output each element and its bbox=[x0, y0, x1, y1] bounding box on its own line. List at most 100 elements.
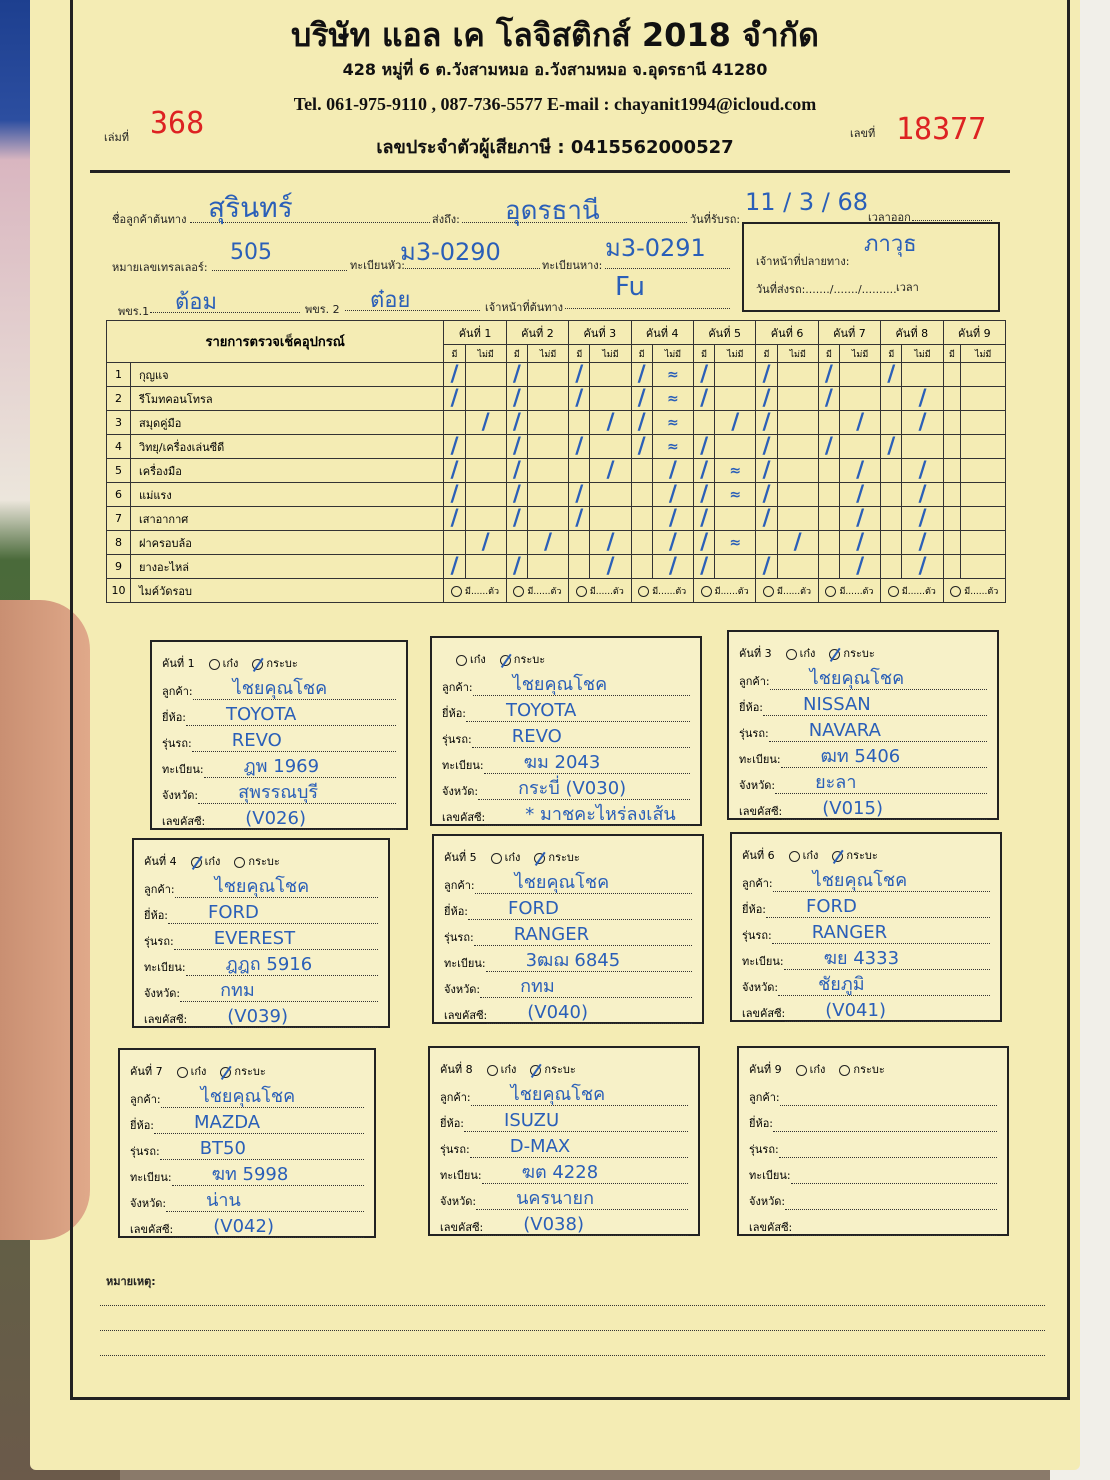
check-cell[interactable]: / bbox=[839, 554, 882, 579]
check-cell[interactable]: / bbox=[901, 410, 944, 435]
model-value[interactable] bbox=[778, 1136, 997, 1158]
pickup-option[interactable]: กระบะ bbox=[499, 650, 545, 668]
sedan-option[interactable]: เก๋ง bbox=[785, 644, 815, 662]
radio-icon[interactable] bbox=[208, 658, 220, 670]
pickup-option[interactable]: กระบะ bbox=[534, 848, 580, 866]
check-cell[interactable]: / bbox=[505, 482, 529, 507]
check-cell[interactable]: ≈ bbox=[651, 386, 694, 411]
check-cell[interactable]: / bbox=[817, 434, 841, 459]
sedan-option[interactable]: เก๋ง bbox=[490, 848, 520, 866]
sedan-option[interactable]: เก๋ง bbox=[456, 650, 486, 668]
check-cell[interactable]: / bbox=[755, 434, 778, 459]
check-cell[interactable]: / bbox=[568, 362, 591, 387]
check-cell[interactable] bbox=[942, 530, 962, 555]
check-cell[interactable] bbox=[568, 458, 591, 483]
check-cell[interactable] bbox=[527, 434, 570, 459]
radio-icon[interactable] bbox=[832, 850, 844, 862]
check-cell[interactable]: / bbox=[692, 506, 716, 531]
model-value[interactable]: D-MAX bbox=[469, 1136, 688, 1158]
check-cell[interactable] bbox=[630, 482, 653, 507]
customer-value[interactable]: ไชยคุณโชค bbox=[474, 872, 692, 894]
customer-value[interactable]: ไชยคุณโชค bbox=[769, 668, 987, 690]
check-cell[interactable] bbox=[714, 554, 757, 579]
brand-value[interactable]: TOYOTA bbox=[466, 700, 690, 722]
check-cell[interactable]: / bbox=[817, 386, 841, 411]
check-cell[interactable] bbox=[527, 458, 570, 483]
brand-value[interactable]: FORD bbox=[168, 902, 378, 924]
radio-icon[interactable] bbox=[839, 1064, 851, 1076]
check-cell[interactable] bbox=[880, 506, 903, 531]
radio-icon[interactable] bbox=[499, 654, 511, 666]
radio-icon[interactable] bbox=[190, 856, 202, 868]
check-cell[interactable] bbox=[776, 554, 819, 579]
check-cell[interactable]: / bbox=[589, 530, 632, 555]
count-field[interactable]: มี......ตัว bbox=[692, 578, 757, 603]
pickup-option[interactable]: กระบะ bbox=[234, 852, 280, 870]
pickup-option[interactable]: กระบะ bbox=[530, 1060, 576, 1078]
check-cell[interactable]: / bbox=[755, 506, 778, 531]
check-cell[interactable] bbox=[817, 482, 841, 507]
pickup-option[interactable]: กระบะ bbox=[829, 644, 875, 662]
check-cell[interactable]: / bbox=[651, 458, 694, 483]
radio-icon[interactable] bbox=[638, 585, 650, 597]
radio-icon[interactable] bbox=[530, 1064, 542, 1076]
check-cell[interactable] bbox=[776, 410, 819, 435]
radio-icon[interactable] bbox=[220, 1066, 232, 1078]
check-cell[interactable]: / bbox=[443, 506, 466, 531]
check-cell[interactable]: / bbox=[755, 554, 778, 579]
check-cell[interactable] bbox=[960, 482, 1006, 507]
check-cell[interactable] bbox=[464, 458, 507, 483]
check-cell[interactable]: / bbox=[755, 362, 778, 387]
check-cell[interactable] bbox=[527, 386, 570, 411]
check-cell[interactable] bbox=[960, 386, 1006, 411]
check-cell[interactable] bbox=[755, 530, 778, 555]
check-cell[interactable]: / bbox=[692, 482, 716, 507]
check-cell[interactable] bbox=[776, 458, 819, 483]
plate-value[interactable]: 3ฒฌ 6845 bbox=[485, 950, 692, 972]
brand-value[interactable]: ISUZU bbox=[464, 1110, 688, 1132]
check-cell[interactable]: / bbox=[568, 506, 591, 531]
check-cell[interactable] bbox=[464, 434, 507, 459]
brand-value[interactable]: FORD bbox=[766, 896, 990, 918]
plate-value[interactable]: ฆต 4228 bbox=[481, 1162, 688, 1184]
count-field[interactable]: มี......ตัว bbox=[443, 578, 507, 603]
brand-value[interactable]: TOYOTA bbox=[186, 704, 396, 726]
check-cell[interactable]: ≈ bbox=[714, 458, 757, 483]
radio-icon[interactable] bbox=[252, 658, 264, 670]
vin-value[interactable]: (V042) bbox=[173, 1216, 364, 1238]
radio-icon[interactable] bbox=[763, 585, 775, 597]
sedan-option[interactable]: เก๋ง bbox=[208, 654, 238, 672]
province-value[interactable] bbox=[785, 1188, 997, 1210]
check-cell[interactable] bbox=[714, 386, 757, 411]
customer-value[interactable]: ไชยคุณโชค bbox=[470, 1084, 688, 1106]
sedan-option[interactable]: เก๋ง bbox=[795, 1060, 825, 1078]
check-cell[interactable] bbox=[960, 530, 1006, 555]
brand-value[interactable]: FORD bbox=[468, 898, 692, 920]
check-cell[interactable]: / bbox=[630, 362, 653, 387]
check-cell[interactable]: ≈ bbox=[651, 410, 694, 435]
province-value[interactable]: นครนายก bbox=[476, 1188, 688, 1210]
check-cell[interactable] bbox=[942, 434, 962, 459]
check-cell[interactable]: / bbox=[755, 386, 778, 411]
vin-value[interactable]: (V038) bbox=[483, 1214, 688, 1236]
check-cell[interactable] bbox=[589, 362, 632, 387]
check-cell[interactable]: / bbox=[505, 434, 529, 459]
vin-value[interactable]: (V040) bbox=[487, 1002, 692, 1024]
model-value[interactable]: REVO bbox=[191, 730, 396, 752]
check-cell[interactable] bbox=[901, 434, 944, 459]
check-cell[interactable]: / bbox=[755, 458, 778, 483]
check-cell[interactable] bbox=[630, 458, 653, 483]
check-cell[interactable] bbox=[942, 554, 962, 579]
check-cell[interactable] bbox=[776, 482, 819, 507]
check-cell[interactable]: / bbox=[505, 386, 529, 411]
check-cell[interactable] bbox=[630, 506, 653, 531]
radio-icon[interactable] bbox=[490, 852, 502, 864]
province-value[interactable]: กระบี่ (V030) bbox=[478, 778, 690, 800]
check-cell[interactable]: / bbox=[505, 362, 529, 387]
check-cell[interactable] bbox=[880, 530, 903, 555]
check-cell[interactable] bbox=[589, 482, 632, 507]
check-cell[interactable] bbox=[443, 530, 466, 555]
check-cell[interactable]: / bbox=[651, 506, 694, 531]
plate-value[interactable]: ฆม 2043 bbox=[483, 752, 690, 774]
check-cell[interactable] bbox=[817, 410, 841, 435]
